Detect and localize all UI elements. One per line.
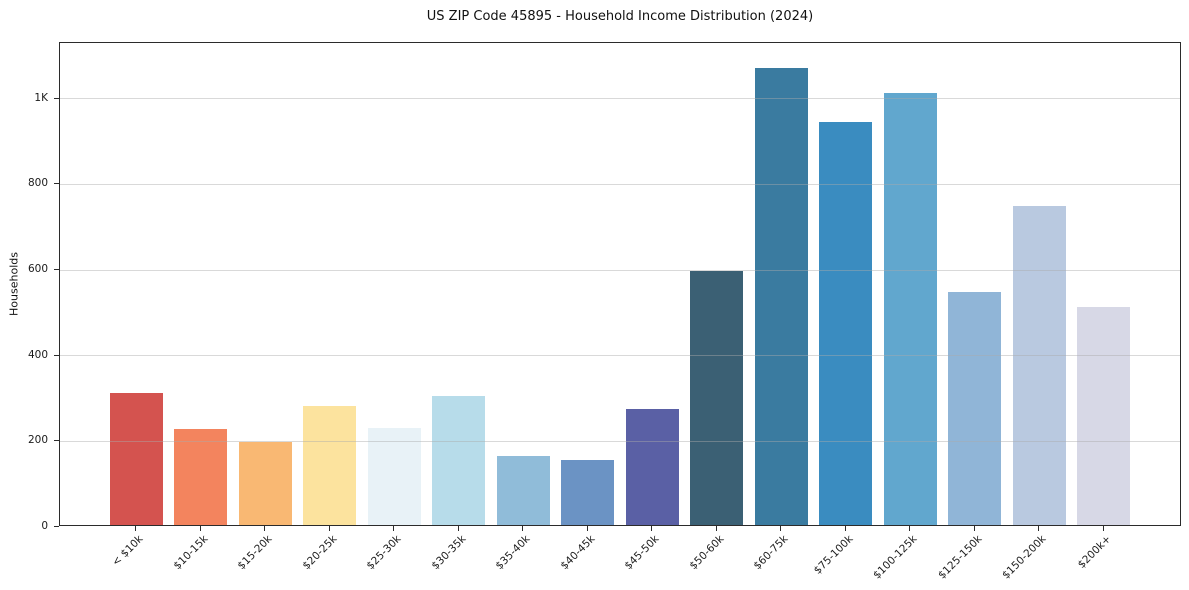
chart-title: US ZIP Code 45895 - Household Income Dis… [426, 9, 814, 24]
gridline [60, 440, 1180, 442]
bar [754, 67, 808, 525]
bar [948, 291, 1002, 525]
bar [1077, 307, 1131, 525]
y-axis-label: Households [7, 252, 21, 316]
x-tick-label: $150-200k [1000, 533, 1049, 582]
y-tick-label: 1K [34, 91, 48, 104]
x-tick-label: $125-150k [935, 533, 985, 582]
y-tick-mark [54, 526, 59, 527]
y-tick-label: 0 [41, 520, 48, 532]
bar [367, 428, 421, 525]
x-tick-label: $75-100k [811, 533, 856, 577]
x-tick-mark [780, 526, 782, 531]
y-tick-mark [54, 269, 59, 270]
x-tick-mark [715, 526, 717, 531]
bar [303, 405, 357, 525]
x-tick-label: $25-30k [364, 533, 404, 573]
bar [625, 409, 679, 525]
x-tick-mark [1102, 526, 1104, 531]
x-tick-label: $45-50k [622, 533, 662, 573]
x-tick-mark [457, 526, 459, 531]
x-tick-mark [393, 526, 395, 531]
x-tick-label: $10-15k [171, 533, 211, 573]
x-tick-label: $20-25k [300, 533, 340, 573]
bar [819, 121, 873, 525]
x-tick-mark [909, 526, 911, 531]
bar [496, 455, 550, 525]
y-tick-label: 400 [27, 348, 48, 361]
x-tick-mark [586, 526, 588, 531]
y-tick-label: 200 [27, 434, 48, 447]
y-tick-label: 800 [27, 177, 48, 190]
y-tick-mark [54, 440, 59, 442]
y-tick-label: 600 [27, 263, 48, 275]
x-tick-mark [135, 526, 137, 531]
gridline [60, 183, 1180, 185]
gridline [60, 269, 1180, 271]
bar [238, 441, 292, 525]
x-tick-label: $60-75k [751, 533, 791, 573]
bar [1012, 206, 1066, 525]
x-tick-label: $40-45k [558, 533, 598, 573]
bar [432, 396, 486, 525]
x-tick-label: < $10k [110, 533, 146, 569]
x-tick-mark [522, 526, 524, 531]
x-tick-mark [328, 526, 330, 531]
plot-area [59, 42, 1181, 526]
bar [109, 393, 163, 525]
y-tick-mark [54, 97, 59, 99]
bar [690, 271, 744, 525]
bar [883, 93, 937, 525]
y-tick-mark [54, 183, 59, 185]
x-tick-label: $30-35k [429, 533, 469, 573]
x-tick-label: $200k+ [1075, 533, 1114, 571]
x-tick-mark [199, 526, 201, 531]
x-tick-label: $50-60k [687, 533, 727, 573]
bar [561, 460, 615, 525]
bar [174, 428, 228, 525]
x-tick-mark [264, 526, 266, 531]
y-tick-mark [54, 354, 59, 356]
gridline [60, 98, 1180, 100]
x-tick-mark [1038, 526, 1040, 531]
x-tick-mark [844, 526, 846, 531]
x-tick-label: $35-40k [493, 533, 533, 573]
x-tick-mark [651, 526, 653, 531]
x-tick-label: $15-20k [235, 533, 275, 573]
gridline [60, 355, 1180, 357]
x-tick-label: $100-125k [871, 533, 920, 582]
x-tick-mark [973, 526, 975, 531]
